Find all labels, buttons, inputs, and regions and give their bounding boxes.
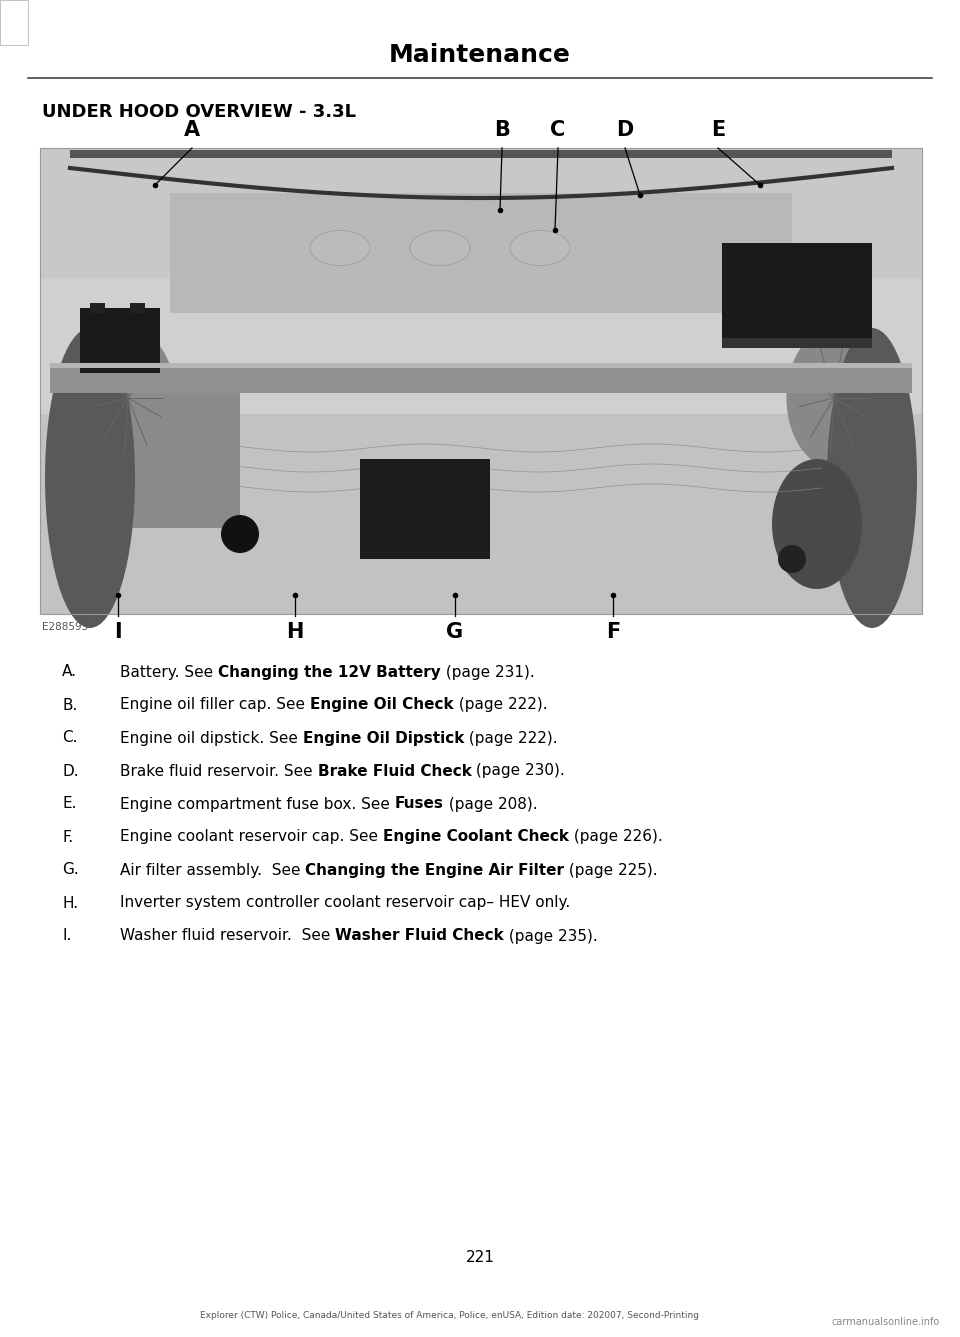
Ellipse shape xyxy=(310,230,370,266)
Text: H.: H. xyxy=(62,896,78,910)
Bar xyxy=(360,459,490,559)
Text: B.: B. xyxy=(62,698,78,713)
Bar xyxy=(80,308,160,373)
Text: Battery. See: Battery. See xyxy=(120,664,218,679)
Text: F: F xyxy=(606,622,620,642)
Text: Brake fluid reservoir. See: Brake fluid reservoir. See xyxy=(120,763,318,778)
Text: G: G xyxy=(446,622,464,642)
Text: G.: G. xyxy=(62,862,79,877)
Ellipse shape xyxy=(510,230,570,266)
Text: (page 231).: (page 231). xyxy=(441,664,535,679)
Text: D.: D. xyxy=(62,763,79,778)
Text: Air filter assembly.  See: Air filter assembly. See xyxy=(120,862,305,877)
Bar xyxy=(130,303,145,313)
Text: carmanualsonline.info: carmanualsonline.info xyxy=(831,1317,940,1328)
Text: Changing the Engine Air Filter: Changing the Engine Air Filter xyxy=(305,862,564,877)
Ellipse shape xyxy=(221,515,259,554)
Ellipse shape xyxy=(81,328,176,468)
Text: B: B xyxy=(494,120,510,140)
Text: (page 226).: (page 226). xyxy=(569,829,662,845)
Ellipse shape xyxy=(772,459,862,590)
Text: H: H xyxy=(286,622,303,642)
Ellipse shape xyxy=(45,328,135,628)
Text: A.: A. xyxy=(62,664,77,679)
Text: Inverter system controller coolant reservoir cap– HEV only.: Inverter system controller coolant reser… xyxy=(120,896,570,910)
Bar xyxy=(90,303,105,313)
Ellipse shape xyxy=(827,328,917,628)
Ellipse shape xyxy=(778,545,806,574)
Text: Engine compartment fuse box. See: Engine compartment fuse box. See xyxy=(120,797,395,812)
Ellipse shape xyxy=(410,230,470,266)
Text: 221: 221 xyxy=(466,1250,494,1266)
Text: Maintenance: Maintenance xyxy=(389,43,571,67)
Text: UNDER HOOD OVERVIEW - 3.3L: UNDER HOOD OVERVIEW - 3.3L xyxy=(42,103,356,122)
Bar xyxy=(70,150,892,158)
Text: Brake Fluid Check: Brake Fluid Check xyxy=(318,763,471,778)
Bar xyxy=(50,364,912,393)
Text: D: D xyxy=(616,120,634,140)
Bar xyxy=(722,243,872,344)
Text: Explorer (CTW) Police, Canada/United States of America, Police, enUSA, Edition d: Explorer (CTW) Police, Canada/United Sta… xyxy=(200,1310,699,1320)
Text: C: C xyxy=(550,120,565,140)
Text: (page 225).: (page 225). xyxy=(564,862,658,877)
Text: Engine oil filler cap. See: Engine oil filler cap. See xyxy=(120,698,310,713)
Text: C.: C. xyxy=(62,730,78,746)
Bar xyxy=(50,364,912,368)
Text: (page 222).: (page 222). xyxy=(464,730,558,746)
Text: E: E xyxy=(710,120,725,140)
Text: F.: F. xyxy=(62,829,73,845)
Bar xyxy=(40,148,922,614)
Text: A: A xyxy=(184,120,200,140)
Bar xyxy=(722,338,872,348)
Bar xyxy=(170,193,792,313)
Ellipse shape xyxy=(786,328,881,468)
Text: (page 222).: (page 222). xyxy=(453,698,547,713)
Bar xyxy=(40,148,922,278)
Text: Engine Oil Dipstick: Engine Oil Dipstick xyxy=(302,730,464,746)
Text: Engine oil dipstick. See: Engine oil dipstick. See xyxy=(120,730,302,746)
Text: I: I xyxy=(114,622,122,642)
Text: Washer fluid reservoir.  See: Washer fluid reservoir. See xyxy=(120,928,335,944)
Text: (page 230).: (page 230). xyxy=(471,763,565,778)
Text: Engine coolant reservoir cap. See: Engine coolant reservoir cap. See xyxy=(120,829,383,845)
Bar xyxy=(60,388,240,528)
Text: Engine Coolant Check: Engine Coolant Check xyxy=(383,829,569,845)
Text: Washer Fluid Check: Washer Fluid Check xyxy=(335,928,504,944)
Text: (page 235).: (page 235). xyxy=(504,928,598,944)
Bar xyxy=(40,414,922,614)
Bar xyxy=(40,148,922,614)
Text: (page 208).: (page 208). xyxy=(444,797,538,812)
Text: E.: E. xyxy=(62,797,77,812)
Text: Fuses: Fuses xyxy=(395,797,444,812)
Text: Engine Oil Check: Engine Oil Check xyxy=(310,698,453,713)
Bar xyxy=(0,0,28,45)
Text: Changing the 12V Battery: Changing the 12V Battery xyxy=(218,664,441,679)
Text: I.: I. xyxy=(62,928,71,944)
Text: E288595: E288595 xyxy=(42,622,88,632)
